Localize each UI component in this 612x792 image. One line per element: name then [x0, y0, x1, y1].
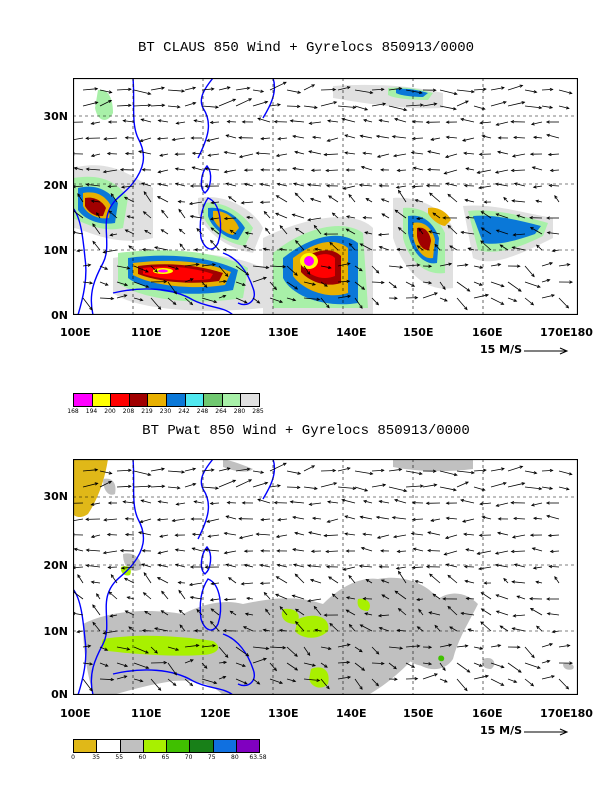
colorbar-swatch: [190, 740, 214, 752]
panel1-cloud-shading: [73, 84, 553, 315]
panel1-xtick-170e: 170E: [540, 326, 571, 339]
colorbar-label: 280: [233, 408, 246, 415]
panel1-xtick-100e: 100E: [60, 326, 91, 339]
colorbar-label: 35: [92, 754, 100, 761]
colorbar-swatch: [213, 740, 237, 752]
colorbar-swatch: [97, 740, 121, 752]
colorbar-swatch: [204, 394, 223, 406]
panel1-map[interactable]: [73, 78, 578, 315]
colorbar-label: 70: [184, 754, 193, 761]
colorbar-label: 55: [115, 754, 124, 761]
panel2-reference-vector-label: 15 M/S: [480, 724, 523, 737]
panel1-xtick-180: 180: [570, 326, 593, 339]
colorbar-label: 65: [161, 754, 170, 761]
colorbar-swatch: [148, 394, 167, 406]
colorbar-label: 0: [71, 754, 75, 761]
panel1-reference-arrow: [524, 347, 569, 355]
colorbar-label: 264: [215, 408, 227, 415]
panel2-ytick-0n: 0N: [51, 688, 68, 701]
panel2-ytick-30n: 30N: [43, 490, 68, 503]
panel2-xtick-120e: 120E: [200, 707, 231, 720]
colorbar-label: 242: [178, 408, 190, 415]
panel2-wind-vectors: [73, 462, 573, 692]
colorbar-swatch: [241, 394, 259, 406]
panel1-ytick-10n: 10N: [43, 244, 68, 257]
colorbar-swatch: [129, 394, 149, 406]
colorbar-swatch: [111, 394, 130, 406]
colorbar-label: 60: [138, 754, 147, 761]
panel1-xtick-130e: 130E: [268, 326, 299, 339]
panel2-map[interactable]: [73, 459, 578, 695]
panel2-xtick-180: 180: [570, 707, 593, 720]
panel1-ytick-30n: 30N: [43, 110, 68, 123]
panel2-reference-arrow: [524, 728, 569, 736]
panel2-xtick-160e: 160E: [472, 707, 503, 720]
colorbar-label: 248: [196, 408, 209, 415]
colorbar-label: 230: [159, 408, 172, 415]
panel2-xtick-100e: 100E: [60, 707, 91, 720]
colorbar-swatch: [167, 740, 191, 752]
colorbar-label: 285: [252, 408, 264, 415]
colorbar-swatch: [74, 394, 93, 406]
panel2-xtick-140e: 140E: [336, 707, 367, 720]
colorbar-label: 75: [207, 754, 216, 761]
panel1-xtick-140e: 140E: [336, 326, 367, 339]
panel2-xtick-130e: 130E: [268, 707, 299, 720]
colorbar-swatch: [185, 394, 205, 406]
colorbar-swatch: [222, 394, 242, 406]
panel1-xtick-160e: 160E: [472, 326, 503, 339]
panel2-ytick-20n: 20N: [43, 559, 68, 572]
panel2-ytick-10n: 10N: [43, 625, 68, 638]
panel1-grid: [73, 78, 578, 315]
panel1-colorbar-labels: 168 194 200 208 219 230 242 248 264 280 285: [67, 408, 263, 418]
panel2-xtick-110e: 110E: [131, 707, 162, 720]
panel2-colorbar-labels: 0 35 55 60 65 70 75 80 63.58: [71, 754, 267, 764]
colorbar-label: 63.58: [249, 754, 267, 761]
colorbar-label: 208: [122, 408, 135, 415]
panel1-colorbar: [73, 393, 260, 407]
colorbar-label: 168: [67, 408, 79, 415]
panel1-ytick-0n: 0N: [51, 309, 68, 322]
panel2-xtick-170e: 170E: [540, 707, 571, 720]
panel2-grid: [73, 459, 578, 695]
colorbar-label: 200: [104, 408, 116, 415]
panel1-title: BT CLAUS 850 Wind + Gyrelocs 850913/0000: [137, 40, 475, 56]
panel2-xtick-150e: 150E: [403, 707, 434, 720]
colorbar-label: 194: [85, 408, 98, 415]
panel1-xtick-120e: 120E: [200, 326, 231, 339]
colorbar-swatch: [120, 740, 144, 752]
panel1-xtick-150e: 150E: [403, 326, 434, 339]
colorbar-swatch: [143, 740, 167, 752]
colorbar-label: 219: [141, 408, 153, 415]
panel1-ytick-20n: 20N: [43, 179, 68, 192]
colorbar-swatch: [236, 740, 259, 752]
colorbar-label: 80: [231, 754, 239, 761]
panel1-wind-vectors: [73, 81, 573, 311]
panel2-colorbar: [73, 739, 260, 753]
colorbar-swatch: [92, 394, 112, 406]
panel1-xtick-110e: 110E: [131, 326, 162, 339]
colorbar-swatch: [166, 394, 186, 406]
panel1-reference-vector-label: 15 M/S: [480, 343, 523, 356]
panel2-title: BT Pwat 850 Wind + Gyrelocs 850913/0000: [142, 423, 470, 439]
panel2-pwat-shading: [73, 459, 574, 695]
colorbar-swatch: [74, 740, 98, 752]
